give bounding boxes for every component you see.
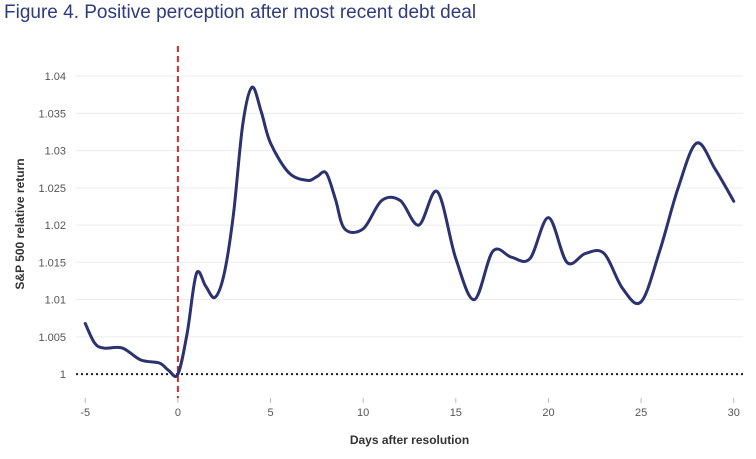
series-line (83, 85, 736, 378)
y-tick-label: 1.035 (38, 108, 66, 120)
x-tick-label: 20 (542, 407, 554, 419)
x-tick-label: 15 (450, 407, 462, 419)
y-tick-label: 1.015 (38, 257, 66, 269)
y-tick-label: 1.005 (38, 332, 66, 344)
x-tick-label: 10 (357, 407, 369, 419)
y-tick-label: 1.025 (38, 183, 66, 195)
y-tick-label: 1.03 (45, 146, 66, 158)
y-tick-label: 1.01 (45, 295, 66, 307)
y-tick-label: 1.04 (45, 71, 66, 83)
x-axis-title: Days after resolution (350, 433, 469, 447)
y-axis-title: S&P 500 relative return (13, 158, 27, 289)
figure-title: Figure 4. Positive perception after most… (4, 2, 477, 23)
x-tick-label: 0 (175, 407, 181, 419)
x-axis-ticks: -5 0 5 10 15 20 25 30 (80, 398, 740, 419)
y-tick-label: 1.02 (45, 220, 66, 232)
y-axis-ticks: 1 1.005 1.01 1.015 1.02 1.025 1.03 1.035 1.04 (38, 71, 66, 381)
x-tick-label: -5 (80, 407, 90, 419)
reference-lines (76, 46, 743, 398)
series-group (83, 85, 736, 378)
x-tick-label: 5 (267, 407, 273, 419)
x-tick-label: 30 (728, 407, 740, 419)
grid (76, 75, 743, 375)
y-tick-label: 1 (60, 369, 66, 381)
x-tick-label: 25 (635, 407, 647, 419)
